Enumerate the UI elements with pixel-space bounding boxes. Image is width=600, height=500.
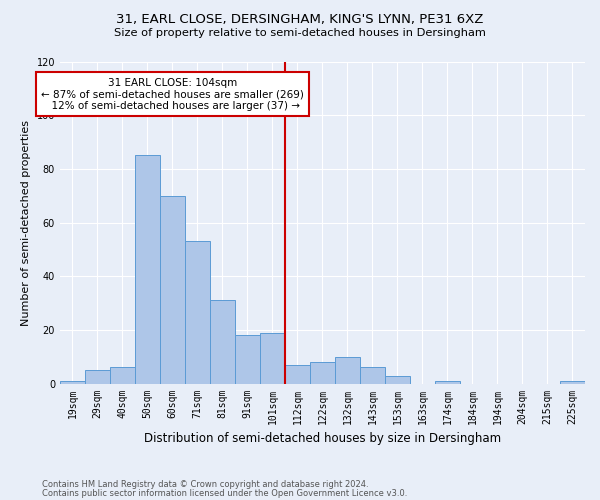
Bar	[210, 300, 235, 384]
Bar	[135, 156, 160, 384]
Bar	[385, 376, 410, 384]
Bar	[560, 381, 585, 384]
Text: Size of property relative to semi-detached houses in Dersingham: Size of property relative to semi-detach…	[114, 28, 486, 38]
Bar	[235, 335, 260, 384]
Bar	[160, 196, 185, 384]
Y-axis label: Number of semi-detached properties: Number of semi-detached properties	[21, 120, 31, 326]
Text: Contains HM Land Registry data © Crown copyright and database right 2024.: Contains HM Land Registry data © Crown c…	[42, 480, 368, 489]
Bar	[360, 368, 385, 384]
Text: 31, EARL CLOSE, DERSINGHAM, KING'S LYNN, PE31 6XZ: 31, EARL CLOSE, DERSINGHAM, KING'S LYNN,…	[116, 12, 484, 26]
Bar	[260, 332, 285, 384]
Bar	[335, 356, 360, 384]
Bar	[60, 381, 85, 384]
Bar	[435, 381, 460, 384]
Text: Contains public sector information licensed under the Open Government Licence v3: Contains public sector information licen…	[42, 488, 407, 498]
Bar	[110, 368, 135, 384]
Bar	[185, 242, 210, 384]
Text: 31 EARL CLOSE: 104sqm
← 87% of semi-detached houses are smaller (269)
  12% of s: 31 EARL CLOSE: 104sqm ← 87% of semi-deta…	[41, 78, 304, 111]
Bar	[285, 365, 310, 384]
Bar	[310, 362, 335, 384]
Bar	[85, 370, 110, 384]
X-axis label: Distribution of semi-detached houses by size in Dersingham: Distribution of semi-detached houses by …	[144, 432, 501, 445]
